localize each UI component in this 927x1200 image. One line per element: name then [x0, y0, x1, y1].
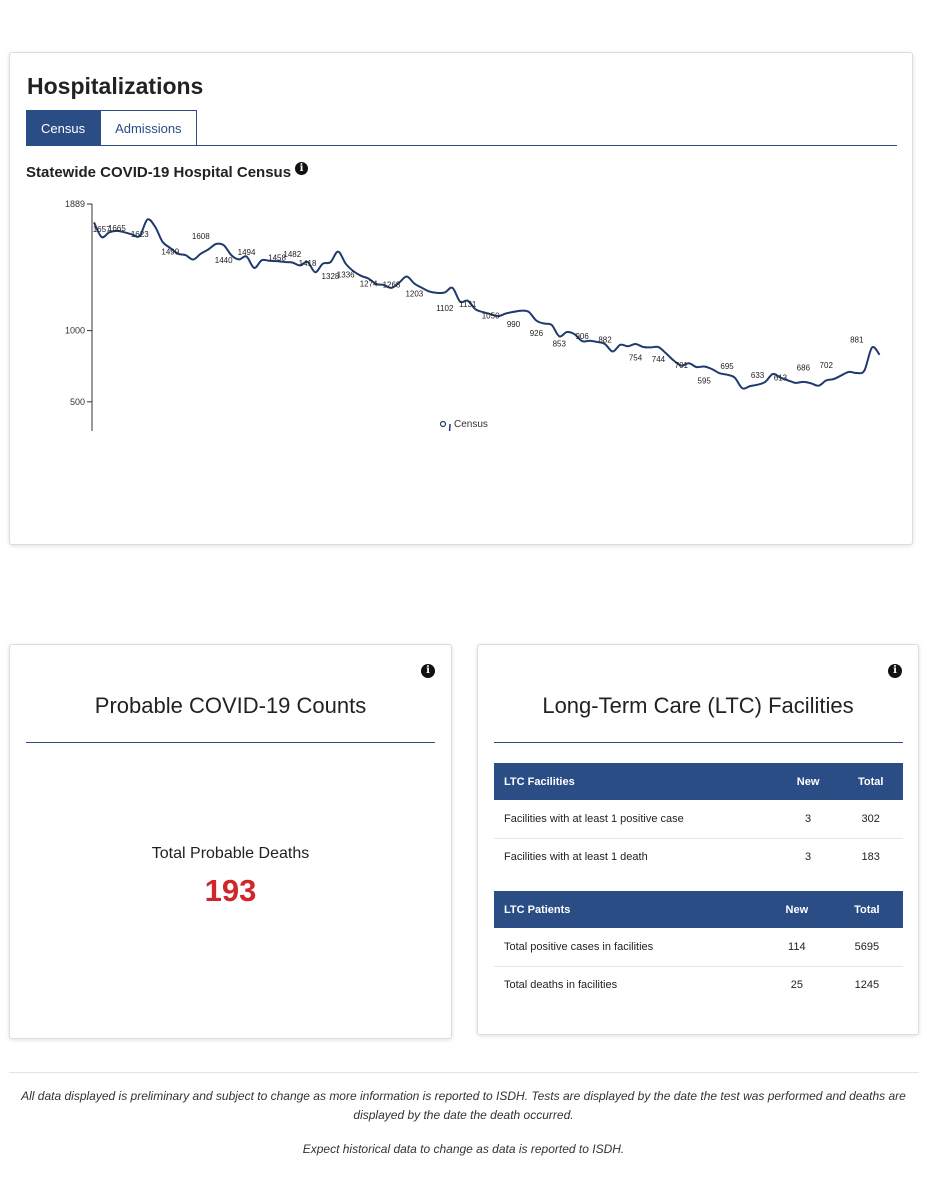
column-header: LTC Patients: [494, 891, 763, 928]
legend-marker: [439, 420, 447, 428]
data-label: 701: [675, 361, 689, 370]
data-label: 926: [530, 329, 544, 338]
data-label: 1458: [268, 253, 286, 262]
data-label: 1102: [436, 304, 454, 313]
data-label: 1328: [322, 272, 340, 281]
data-label: 1336: [337, 271, 355, 280]
ltc-info-button[interactable]: i: [888, 660, 902, 678]
info-icon[interactable]: i: [295, 162, 309, 175]
data-label: 906: [575, 332, 589, 341]
hospitalizations-card: Hospitalizations Census Admissions State…: [9, 52, 913, 545]
data-label: 1440: [215, 256, 233, 265]
chart-title: Statewide COVID-19 Hospital Census i: [26, 162, 309, 181]
data-label: 853: [553, 340, 567, 349]
new-value: 25: [790, 979, 803, 992]
data-label: 686: [797, 363, 811, 372]
table-row: Facilities with at least 1 positive case…: [494, 800, 903, 839]
ltc-title: Long-Term Care (LTC) Facilities: [542, 693, 854, 718]
row-label: Total deaths in facilities: [504, 979, 618, 992]
data-label: 1499: [161, 248, 179, 257]
new-value: 3: [777, 800, 839, 839]
data-label: 595: [698, 376, 712, 385]
column-header: Total: [830, 891, 903, 928]
data-label: 1665: [108, 224, 126, 233]
tab-census[interactable]: Census: [26, 110, 101, 146]
row-label: Facilities with at least 1 death: [504, 851, 648, 864]
data-label: 881: [850, 336, 864, 345]
tab-admissions[interactable]: Admissions: [100, 110, 197, 146]
row-label: Facilities with at least 1 positive case: [494, 800, 778, 839]
tab-divider: [26, 145, 897, 146]
probable-counts-card: i Probable COVID-19 Counts Total Probabl…: [9, 644, 452, 1039]
legend-label: Census: [454, 419, 488, 430]
footer-disclaimer: All data displayed is preliminary and su…: [21, 1089, 906, 1122]
column-header: New: [777, 763, 839, 800]
table-header-row: LTC Patients New Total: [494, 891, 903, 928]
data-label: 1418: [299, 259, 317, 268]
data-label: 695: [720, 362, 734, 371]
data-label: 1608: [192, 232, 210, 241]
total-probable-deaths-label: Total Probable Deaths: [151, 845, 310, 862]
ltc-facilities-card: i Long-Term Care (LTC) Facilities LTC Fa…: [477, 644, 919, 1035]
info-icon: i: [421, 663, 435, 678]
ltc-facilities-table: LTC Facilities New Total Facilities with…: [494, 763, 903, 876]
y-tick-label: 500: [70, 397, 85, 407]
data-label: 1268: [383, 280, 401, 289]
data-label: 613: [774, 374, 788, 383]
data-label: 1494: [238, 248, 256, 257]
y-tick-label: 1889: [65, 199, 85, 209]
data-label: 744: [652, 355, 666, 364]
new-value: 114: [762, 928, 831, 967]
hospitalizations-tabs: Census Admissions: [26, 110, 197, 146]
data-label: 1203: [405, 290, 423, 299]
data-label: 990: [507, 320, 521, 329]
y-tick-label: 1000: [65, 326, 85, 336]
data-label: 1623: [131, 230, 149, 239]
table-row: Total deaths in facilities 25 1245: [494, 966, 903, 1004]
probable-divider: [26, 742, 435, 743]
footer-divider: [9, 1072, 919, 1073]
footer-note: Expect historical data to change as data…: [302, 1142, 625, 1156]
ltc-patients-table: LTC Patients New Total Total positive ca…: [494, 891, 903, 1004]
data-label: 1657: [93, 225, 111, 234]
data-label: 702: [820, 361, 834, 370]
data-label: 1482: [283, 250, 301, 259]
probable-info-button[interactable]: i: [421, 660, 435, 678]
data-label: 1274: [360, 280, 378, 289]
column-header: LTC Facilities: [494, 763, 778, 800]
probable-title: Probable COVID-19 Counts: [94, 693, 367, 718]
table-header-row: LTC Facilities New Total: [494, 763, 903, 800]
info-icon: i: [888, 663, 902, 678]
total-value: 302: [838, 800, 903, 839]
new-value: 3: [805, 851, 812, 864]
census-line-chart: 0500100018892020-04-142020-04-232020-05-…: [65, 199, 881, 431]
data-label: 1050: [482, 311, 500, 320]
census-series-line: [93, 218, 881, 390]
total-probable-deaths-value: 193: [204, 873, 257, 908]
total-value: 1245: [854, 979, 880, 992]
table-row: Total positive cases in facilities 114 5…: [494, 928, 903, 967]
column-header: New: [762, 891, 831, 928]
chart-title-text: Statewide COVID-19 Hospital Census: [26, 164, 292, 181]
column-header: Total: [838, 763, 903, 800]
table-row: Facilities with at least 1 death 3 183: [494, 838, 903, 876]
data-label: 633: [751, 371, 765, 380]
data-label: 882: [598, 335, 612, 344]
total-value: 183: [861, 851, 880, 864]
hospitalizations-title: Hospitalizations: [27, 73, 204, 99]
row-label: Total positive cases in facilities: [494, 928, 763, 967]
data-label: 1131: [459, 300, 477, 309]
data-label: 754: [629, 354, 643, 363]
ltc-divider: [494, 742, 903, 743]
total-value: 5695: [830, 928, 903, 967]
